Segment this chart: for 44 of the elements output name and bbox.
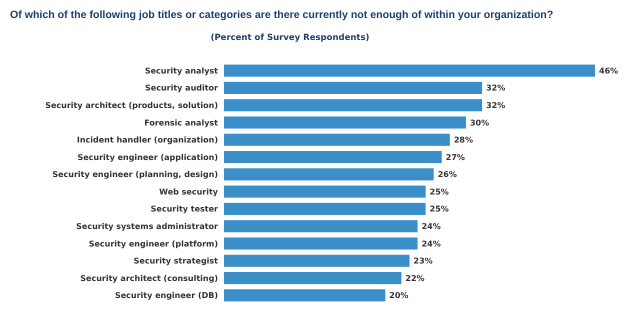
- bar: [224, 151, 442, 164]
- bar: [224, 116, 466, 129]
- y-tick-label: Security engineer (application): [77, 152, 218, 162]
- bar: [224, 289, 386, 302]
- y-tick-label: Security architect (consulting): [80, 274, 218, 283]
- data-label: 22%: [405, 274, 425, 283]
- data-label: 27%: [446, 152, 465, 162]
- y-tick-label: Security analyst: [144, 66, 218, 76]
- y-tick-label: Security architect (products, solution): [45, 101, 218, 110]
- bar: [224, 202, 426, 215]
- y-tick-label: Security engineer (DB): [114, 291, 218, 300]
- data-label: 25%: [430, 187, 449, 196]
- y-tick-label: Security tester: [150, 204, 218, 214]
- bar: [224, 237, 418, 250]
- bar: [224, 168, 434, 180]
- data-label: 25%: [430, 204, 449, 214]
- data-label: 32%: [486, 84, 506, 93]
- data-label: 32%: [486, 101, 506, 110]
- bar: [224, 272, 402, 284]
- data-label: 46%: [599, 66, 618, 76]
- y-tick-label: Incident handler (organization): [76, 136, 218, 145]
- data-label: 24%: [422, 239, 441, 248]
- y-tick-label: Security strategist: [134, 256, 218, 266]
- y-tick-label: Security engineer (planning, design): [52, 170, 218, 180]
- chart-title: Of which of the following job titles or categories are there currently not enough of within your organization?: [10, 9, 554, 21]
- y-tick-label: Forensic analyst: [144, 118, 218, 128]
- data-label: 20%: [389, 291, 408, 300]
- y-tick-label: Security engineer (platform): [88, 239, 218, 248]
- bar: [224, 220, 418, 232]
- y-tick-label: Security systems administrator: [76, 222, 218, 232]
- bar: [224, 99, 482, 112]
- data-label: 30%: [470, 118, 490, 128]
- data-label: 28%: [454, 136, 473, 145]
- y-tick-label: Security auditor: [145, 84, 218, 93]
- bar: [224, 186, 426, 198]
- data-label: 23%: [414, 256, 433, 266]
- bar: [224, 64, 595, 77]
- bar: [224, 254, 410, 267]
- y-tick-label: Web security: [159, 187, 219, 196]
- data-label: 26%: [438, 170, 457, 180]
- bar: [224, 82, 482, 94]
- data-label: 24%: [422, 222, 441, 232]
- bar: [224, 134, 450, 146]
- chart-subtitle: (Percent of Survey Respondents): [210, 33, 370, 43]
